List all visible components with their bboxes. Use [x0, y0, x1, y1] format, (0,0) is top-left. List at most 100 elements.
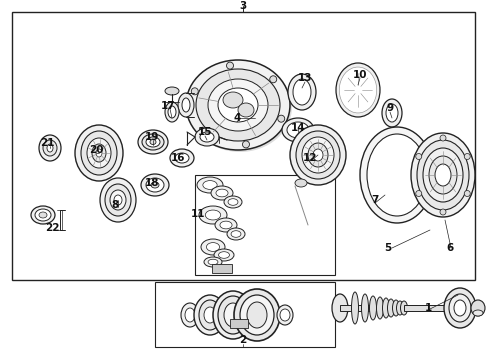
Bar — [155, 282, 335, 347]
Circle shape — [464, 153, 470, 159]
Ellipse shape — [199, 300, 221, 330]
Text: 15: 15 — [198, 127, 212, 137]
Ellipse shape — [39, 135, 61, 161]
Ellipse shape — [423, 148, 463, 202]
Ellipse shape — [224, 196, 242, 208]
Text: 7: 7 — [371, 195, 379, 205]
Ellipse shape — [293, 79, 311, 105]
Ellipse shape — [204, 307, 216, 323]
Ellipse shape — [349, 78, 367, 102]
Ellipse shape — [223, 92, 243, 108]
Ellipse shape — [471, 300, 485, 316]
Ellipse shape — [170, 149, 194, 167]
Text: 6: 6 — [446, 243, 454, 253]
Circle shape — [278, 115, 285, 122]
Ellipse shape — [369, 296, 376, 320]
Circle shape — [440, 209, 446, 215]
Ellipse shape — [392, 300, 399, 316]
Ellipse shape — [449, 294, 471, 322]
Ellipse shape — [96, 149, 102, 157]
Ellipse shape — [336, 63, 380, 117]
Text: 1: 1 — [424, 303, 432, 313]
Ellipse shape — [39, 212, 47, 218]
Ellipse shape — [204, 257, 222, 267]
Text: 3: 3 — [240, 1, 246, 11]
Ellipse shape — [206, 243, 220, 251]
Ellipse shape — [386, 104, 398, 122]
Ellipse shape — [238, 103, 254, 117]
Ellipse shape — [227, 228, 245, 240]
Circle shape — [416, 153, 422, 159]
Ellipse shape — [287, 122, 309, 138]
Ellipse shape — [43, 140, 57, 156]
Ellipse shape — [201, 239, 225, 255]
Ellipse shape — [151, 182, 159, 188]
Ellipse shape — [342, 69, 374, 111]
Ellipse shape — [240, 295, 274, 335]
Ellipse shape — [205, 210, 221, 220]
Ellipse shape — [454, 300, 466, 316]
Ellipse shape — [142, 134, 164, 150]
Ellipse shape — [429, 156, 457, 194]
Ellipse shape — [208, 259, 218, 265]
Ellipse shape — [35, 209, 51, 221]
Ellipse shape — [342, 71, 374, 109]
Ellipse shape — [81, 131, 117, 175]
Ellipse shape — [382, 99, 402, 127]
Ellipse shape — [178, 93, 194, 117]
Ellipse shape — [354, 84, 362, 96]
Ellipse shape — [277, 305, 293, 325]
Ellipse shape — [346, 75, 370, 105]
Ellipse shape — [141, 174, 169, 196]
Bar — [230, 319, 248, 328]
Bar — [195, 175, 335, 275]
Ellipse shape — [105, 184, 131, 216]
Text: 9: 9 — [387, 103, 393, 113]
Text: 14: 14 — [291, 123, 305, 133]
Polygon shape — [404, 305, 455, 311]
Circle shape — [464, 190, 470, 197]
Text: 22: 22 — [45, 223, 59, 233]
Text: 4: 4 — [233, 113, 241, 123]
Text: 12: 12 — [303, 153, 317, 163]
Ellipse shape — [282, 118, 314, 142]
Ellipse shape — [313, 149, 323, 161]
Ellipse shape — [87, 138, 111, 168]
Circle shape — [440, 135, 446, 141]
Ellipse shape — [194, 295, 226, 335]
Ellipse shape — [181, 303, 199, 327]
Ellipse shape — [367, 134, 427, 216]
Ellipse shape — [186, 60, 290, 150]
Ellipse shape — [165, 87, 179, 95]
Ellipse shape — [138, 130, 168, 154]
Ellipse shape — [231, 231, 241, 237]
Ellipse shape — [435, 164, 451, 186]
Text: 16: 16 — [171, 153, 185, 163]
Ellipse shape — [215, 218, 237, 232]
Text: 11: 11 — [191, 209, 205, 219]
Text: 2: 2 — [240, 335, 246, 345]
Ellipse shape — [199, 206, 227, 224]
Ellipse shape — [31, 206, 55, 224]
Ellipse shape — [400, 301, 408, 315]
Ellipse shape — [165, 102, 179, 122]
Ellipse shape — [296, 131, 340, 179]
Ellipse shape — [75, 125, 123, 181]
Text: 10: 10 — [353, 70, 367, 80]
Ellipse shape — [376, 297, 384, 319]
Ellipse shape — [196, 69, 280, 141]
Ellipse shape — [444, 288, 476, 328]
Bar — [212, 264, 232, 273]
Ellipse shape — [218, 88, 258, 122]
Ellipse shape — [219, 252, 229, 258]
Ellipse shape — [388, 299, 394, 317]
Ellipse shape — [351, 292, 359, 324]
Ellipse shape — [288, 74, 316, 110]
Ellipse shape — [224, 303, 242, 327]
Ellipse shape — [47, 144, 53, 152]
Ellipse shape — [182, 98, 190, 112]
Text: 8: 8 — [111, 200, 119, 210]
Ellipse shape — [360, 127, 434, 223]
Bar — [12, 12, 475, 280]
Ellipse shape — [234, 289, 280, 341]
